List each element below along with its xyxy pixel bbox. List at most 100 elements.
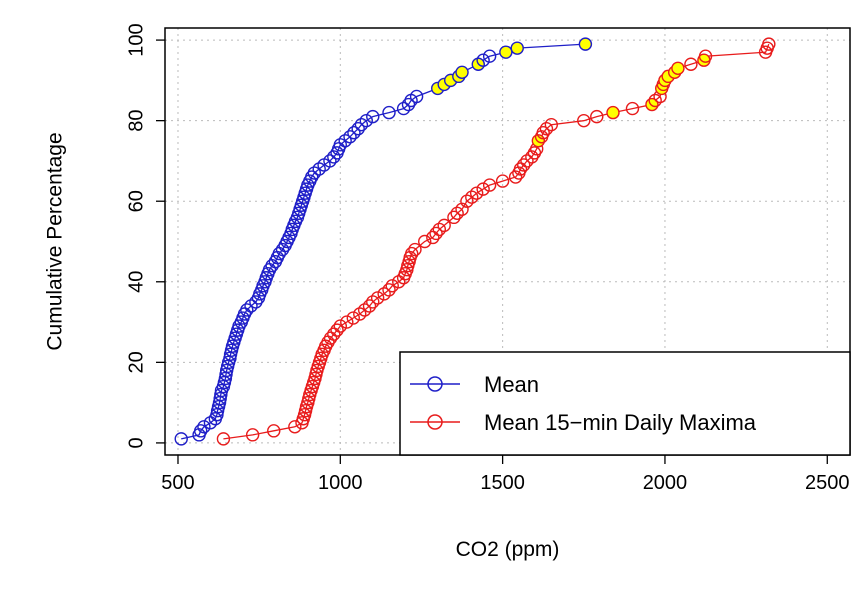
data-point [382, 105, 396, 120]
data-point [366, 109, 380, 124]
y-tick-label: 100 [125, 23, 147, 56]
data-point [392, 275, 406, 289]
legend-marker [427, 376, 443, 392]
data-point [539, 122, 554, 136]
data-point [437, 218, 451, 233]
data-point [357, 303, 372, 317]
data-point [520, 154, 534, 168]
x-tick-label: 1000 [318, 472, 363, 494]
data-point [382, 283, 396, 297]
data-point [544, 117, 559, 132]
data-point [240, 303, 254, 317]
data-point [197, 420, 211, 434]
data-point [684, 57, 698, 71]
x-axis: 500 1000 1500 2000 2500 [161, 455, 850, 494]
data-point [455, 202, 469, 216]
data-point [333, 138, 348, 152]
data-point [450, 206, 464, 221]
data-point [405, 246, 419, 261]
data-point [426, 230, 440, 245]
data-point [418, 234, 432, 249]
data-point [762, 37, 776, 51]
series-layer [174, 37, 776, 446]
data-point [432, 222, 447, 237]
highlighted-point [455, 65, 469, 80]
data-point [409, 89, 424, 104]
data-point [362, 299, 377, 313]
data-point [370, 291, 385, 305]
data-point [698, 49, 713, 63]
x-tick-label: 1500 [480, 472, 525, 494]
data-point [495, 174, 510, 188]
highlighted-point [671, 61, 685, 75]
x-tick-label: 2500 [805, 472, 850, 494]
data-point [465, 190, 479, 204]
data-point [469, 186, 484, 200]
highlighted-point [510, 41, 524, 55]
data-point [476, 182, 490, 196]
data-point [513, 162, 528, 176]
data-point [377, 287, 391, 301]
data-point [508, 170, 523, 184]
data-point [648, 93, 662, 108]
data-point [359, 113, 373, 128]
data-point [401, 97, 416, 112]
data-point [249, 295, 263, 309]
data-point [343, 130, 357, 144]
legend-box [399, 351, 851, 456]
legend-label: Mean [484, 372, 539, 397]
data-point [174, 432, 188, 446]
data-point [275, 242, 290, 257]
data-point [536, 126, 550, 140]
data-point [307, 166, 322, 180]
highlighted-point [606, 105, 620, 120]
data-point [323, 331, 338, 345]
data-point [338, 134, 352, 148]
data-point [429, 226, 443, 241]
data-point [245, 428, 260, 442]
data-point [216, 432, 231, 446]
data-point [305, 170, 319, 184]
data-point [482, 178, 497, 192]
data-point [347, 126, 361, 140]
highlighted-point [578, 37, 593, 51]
data-point [340, 315, 354, 329]
legend-label: Mean 15−min Daily Maxima [484, 410, 757, 435]
data-point [385, 279, 399, 293]
data-point [476, 53, 490, 67]
series-1 [174, 37, 593, 446]
data-point [447, 210, 461, 225]
data-point [288, 420, 302, 434]
data-point [267, 424, 281, 438]
y-axis: 0 20 40 60 80 100 [125, 23, 165, 448]
y-tick-label: 40 [125, 271, 147, 293]
legend-marker [427, 414, 443, 430]
data-point [460, 194, 474, 208]
highlighted-point [499, 45, 513, 59]
data-point [577, 113, 591, 128]
data-point [408, 242, 422, 257]
data-point [327, 327, 341, 341]
series-line [181, 43, 586, 440]
y-axis-title: Cumulative Percentage [44, 132, 67, 350]
x-axis-title: CO2 (ppm) [456, 538, 560, 561]
data-point [525, 150, 539, 164]
x-tick-label: 500 [161, 472, 194, 494]
data-point [482, 49, 497, 63]
data-point [333, 319, 348, 333]
data-point [346, 311, 360, 325]
data-point [323, 154, 337, 168]
data-point [351, 122, 365, 136]
data-point [244, 299, 258, 313]
y-tick-label: 0 [125, 437, 147, 448]
legend: Mean Mean 15−min Daily Maxima [399, 351, 851, 456]
data-point [312, 162, 326, 176]
data-point [353, 307, 367, 321]
data-point [396, 101, 411, 116]
data-point [203, 416, 218, 430]
data-point [517, 158, 531, 172]
data-point [330, 323, 344, 337]
data-point [590, 109, 604, 124]
data-point [625, 101, 640, 116]
